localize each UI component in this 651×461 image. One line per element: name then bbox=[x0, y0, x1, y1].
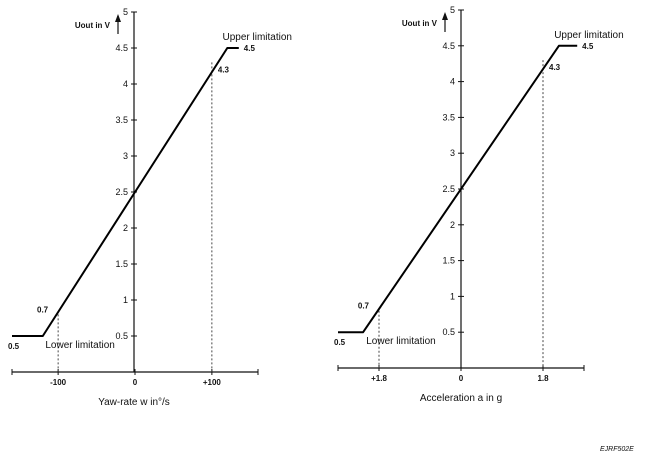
upper-limit-label: Upper limitation bbox=[554, 30, 623, 41]
upper-knee-value: 4.3 bbox=[218, 65, 230, 74]
y-tick-label: 3.5 bbox=[115, 115, 128, 125]
y-axis-label: Uout in V bbox=[402, 19, 438, 28]
upper-limit-label: Upper limitation bbox=[223, 32, 292, 43]
y-tick-label: 3 bbox=[123, 151, 128, 161]
series-line bbox=[12, 47, 239, 337]
upper-limit-value: 4.5 bbox=[582, 42, 594, 51]
lower-limit-label: Lower limitation bbox=[45, 340, 114, 351]
y-tick-label: 4 bbox=[123, 79, 128, 89]
lower-limit-label: Lower limitation bbox=[366, 336, 435, 347]
y-tick-label: 4.5 bbox=[442, 41, 455, 51]
x-tick-label: +1.8 bbox=[371, 374, 387, 383]
lower-limit-value: 0.5 bbox=[8, 342, 20, 351]
y-tick-label: 1 bbox=[450, 291, 455, 301]
upper-limit-value: 4.5 bbox=[244, 44, 256, 53]
x-axis-label: Acceleration a in g bbox=[420, 393, 502, 404]
y-tick-label: 3.5 bbox=[442, 112, 455, 122]
arrow-up-icon bbox=[115, 14, 121, 22]
y-tick-label: 5 bbox=[450, 5, 455, 15]
lower-limit-value: 0.5 bbox=[334, 338, 346, 347]
chart-acceleration: Uout in V 0.5 1 1.5 2 2.5 3 3.5 4 4.5 5 +1.8 0 1.8 Acc… bbox=[334, 5, 624, 404]
y-tick-label: 2.5 bbox=[115, 187, 128, 197]
chart-yaw-rate: Uout in V 0.5 1 1.5 2 2.5 3 3.5 4 4.5 5 -100 0 +100 Ya… bbox=[8, 7, 292, 408]
y-tick-label: 1.5 bbox=[115, 259, 128, 269]
lower-knee-value: 0.7 bbox=[37, 305, 49, 314]
y-tick-label: 1 bbox=[123, 295, 128, 305]
x-tick-label: +100 bbox=[203, 378, 222, 387]
y-axis-label: Uout in V bbox=[75, 21, 111, 30]
y-tick-label: 0.5 bbox=[115, 331, 128, 341]
y-tick-label: 4.5 bbox=[115, 43, 128, 53]
y-tick-label: 2 bbox=[450, 220, 455, 230]
x-tick-label: 0 bbox=[133, 378, 138, 387]
x-tick-label: -100 bbox=[50, 378, 67, 387]
series-line bbox=[338, 44, 578, 334]
lower-knee-value: 0.7 bbox=[358, 302, 370, 311]
y-tick-label: 1.5 bbox=[442, 256, 455, 266]
y-tick-label: 0.5 bbox=[442, 327, 455, 337]
footer-code: EJRF502E bbox=[600, 446, 634, 453]
y-tick-label: 3 bbox=[450, 148, 455, 158]
upper-knee-value: 4.3 bbox=[549, 63, 561, 72]
y-tick-label: 2.5 bbox=[442, 184, 455, 194]
y-tick-label: 4 bbox=[450, 77, 455, 87]
y-tick-label: 2 bbox=[123, 223, 128, 233]
x-axis-label: Yaw-rate w in°/s bbox=[98, 397, 170, 408]
x-tick-label: 1.8 bbox=[537, 374, 549, 383]
y-tick-label: 5 bbox=[123, 7, 128, 17]
arrow-up-icon bbox=[442, 12, 448, 20]
x-tick-label: 0 bbox=[459, 374, 464, 383]
